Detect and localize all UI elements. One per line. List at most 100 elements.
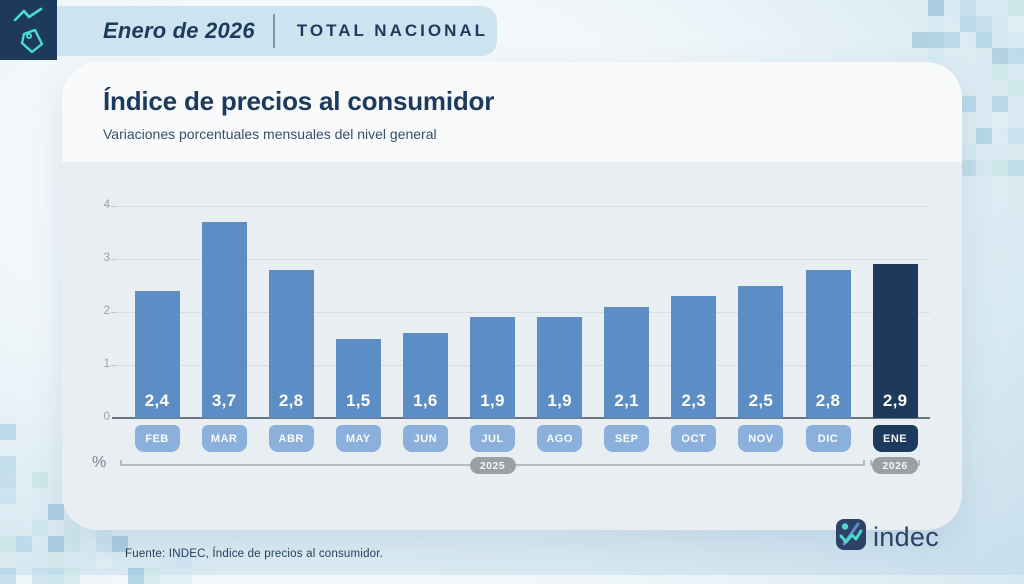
month-pill: NOV	[738, 425, 784, 452]
month-pill: JUL	[470, 425, 515, 452]
bar: 2,5	[738, 285, 784, 418]
indec-logo: indec	[836, 519, 939, 555]
mosaic-square	[912, 32, 928, 48]
mosaic-square	[960, 0, 976, 16]
bar: 1,9	[470, 317, 515, 418]
month-pill: ENE	[872, 425, 918, 452]
mosaic-square	[96, 552, 112, 568]
mosaic-square	[960, 96, 976, 112]
mosaic-square	[992, 48, 1008, 64]
header-bar: Enero de 2026 TOTAL NACIONAL	[57, 6, 497, 56]
bar: 2,3	[671, 296, 717, 418]
mosaic-square	[160, 568, 176, 584]
mosaic-square	[48, 504, 64, 520]
mosaic-square	[48, 536, 64, 552]
mosaic-square	[960, 160, 976, 176]
month-pill: DIC	[805, 425, 851, 452]
y-axis-tick	[111, 365, 117, 366]
year-label: 2025	[469, 457, 516, 474]
mosaic-square	[160, 552, 176, 568]
bar-value-label: 2,9	[882, 390, 908, 410]
card-header: Índice de precios al consumidor Variacio…	[62, 62, 962, 162]
mosaic-square	[960, 144, 976, 160]
bar-value-label: 2,8	[278, 390, 304, 410]
bar-value-label: 2,5	[748, 391, 774, 410]
bar-value-label: 1,9	[480, 390, 505, 410]
y-axis-tick-label: 4	[103, 199, 110, 211]
price-tag-zigzag-icon	[6, 3, 52, 58]
mosaic-square	[112, 536, 128, 552]
bar-value-label: 2,4	[144, 390, 170, 410]
bar-value-label: 1,5	[346, 391, 371, 410]
page-title: Índice de precios al consumidor	[103, 86, 495, 116]
mosaic-square	[176, 552, 192, 568]
mosaic-square	[0, 536, 16, 552]
mosaic-square	[976, 32, 992, 48]
mosaic-square	[944, 32, 960, 48]
mosaic-square	[32, 472, 48, 488]
page-subtitle: Variaciones porcentuales mensuales del n…	[103, 126, 437, 142]
mosaic-square	[976, 128, 992, 144]
y-axis-tick-label: 2	[103, 305, 110, 317]
indec-logo-icon	[836, 519, 866, 555]
mosaic-square	[0, 472, 16, 488]
mosaic-square	[0, 488, 16, 504]
mosaic-square	[32, 568, 48, 584]
y-axis-tick-label: 1	[103, 358, 110, 370]
mosaic-square	[960, 16, 976, 32]
mosaic-square	[0, 568, 16, 584]
y-axis-unit-label: %	[92, 454, 107, 471]
mosaic-square	[16, 536, 32, 552]
mosaic-square	[0, 424, 16, 440]
mosaic-square	[1008, 48, 1024, 64]
y-axis-tick-label: 3	[103, 252, 110, 264]
y-axis-tick-label: 0	[103, 411, 110, 423]
source-note: Fuente: INDEC, Índice de precios al cons…	[125, 548, 384, 560]
mosaic-square	[928, 32, 944, 48]
mosaic-square	[976, 160, 992, 176]
mosaic-square	[176, 568, 192, 584]
bar: 2,9	[872, 264, 918, 418]
mosaic-square	[48, 552, 64, 568]
y-axis-tick	[111, 206, 117, 207]
bar-value-label: 1,6	[413, 390, 438, 410]
mosaic-square	[1008, 16, 1024, 32]
mosaic-square	[32, 552, 48, 568]
bar-value-label: 2,8	[815, 390, 841, 410]
mosaic-square	[944, 0, 960, 16]
gridline	[118, 365, 930, 366]
month-pill: OCT	[671, 425, 717, 452]
bar: 2,8	[268, 269, 314, 418]
mosaic-square	[992, 160, 1008, 176]
mosaic-square	[144, 568, 160, 584]
bar-value-label: 2,1	[614, 390, 639, 410]
month-pill: AGO	[537, 425, 583, 452]
bar-value-label: 2,3	[681, 390, 707, 410]
mosaic-square	[32, 536, 48, 552]
mosaic-square	[1008, 128, 1024, 144]
bar: 2,4	[134, 290, 180, 418]
year-label: 2026	[872, 457, 919, 474]
mosaic-square	[96, 536, 112, 552]
bar-value-label: 3,7	[211, 390, 237, 410]
mosaic-square	[992, 64, 1008, 80]
mosaic-square	[992, 112, 1008, 128]
gridline	[118, 206, 930, 207]
mosaic-square	[992, 32, 1008, 48]
gridline	[118, 259, 930, 260]
mosaic-square	[0, 552, 16, 568]
bar-value-label: 1,9	[547, 390, 572, 410]
mosaic-square	[32, 520, 48, 536]
mosaic-square	[928, 48, 944, 64]
mosaic-square	[1008, 0, 1024, 16]
y-axis-tick	[111, 259, 117, 260]
mosaic-square	[992, 144, 1008, 160]
gridline	[118, 312, 930, 313]
y-axis-tick	[111, 312, 117, 313]
mosaic-square	[128, 568, 144, 584]
mosaic-square	[1008, 80, 1024, 96]
mosaic-square	[48, 568, 64, 584]
mosaic-square	[992, 96, 1008, 112]
bar-chart: % 0 1 2 3 4 2,4 FEB 3,7 MAR 2,8 ABR 1,5 MAY 1,6 JUN 1,9…	[62, 162, 962, 530]
bar: 2,1	[604, 306, 650, 418]
